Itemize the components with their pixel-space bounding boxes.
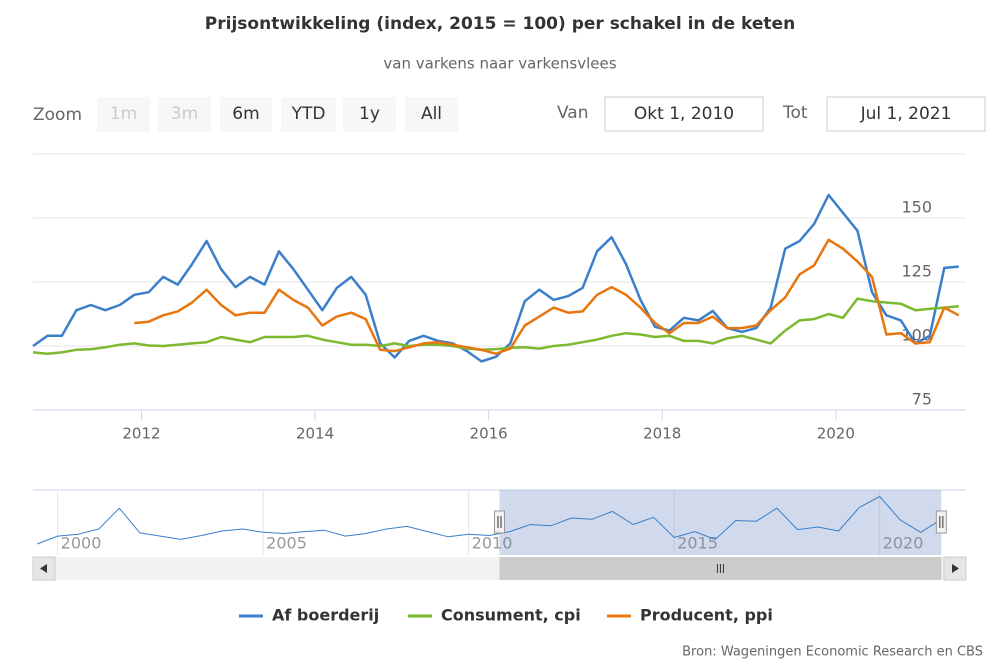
navigator-tick-label: 2005 bbox=[266, 534, 307, 553]
legend-label[interactable]: Producent, ppi bbox=[640, 606, 773, 625]
chart-title: Prijsontwikkeling (index, 2015 = 100) pe… bbox=[205, 14, 795, 34]
zoom-button[interactable] bbox=[405, 97, 458, 132]
zoom-button bbox=[97, 97, 150, 132]
zoom-button-label[interactable]: 1y bbox=[359, 104, 380, 124]
zoom-button-label[interactable]: YTD bbox=[291, 104, 326, 124]
navigator-handle[interactable] bbox=[494, 510, 505, 534]
zoom-label: Zoom bbox=[33, 105, 82, 125]
navigator-selection[interactable] bbox=[499, 490, 942, 555]
y-tick-label: 125 bbox=[901, 262, 932, 281]
to-label: Tot bbox=[782, 103, 808, 123]
to-value[interactable]: Jul 1, 2021 bbox=[860, 104, 952, 124]
chart-subtitle: van varkens naar varkensvlees bbox=[383, 55, 616, 73]
zoom-button[interactable] bbox=[281, 97, 336, 132]
legend-label[interactable]: Af boerderij bbox=[272, 606, 379, 625]
navigator-tick-label: 2015 bbox=[677, 534, 718, 553]
zoom-button-label[interactable]: All bbox=[421, 104, 442, 124]
zoom-button-label: 3m bbox=[171, 104, 198, 124]
to-input[interactable] bbox=[826, 96, 986, 132]
y-tick-label: 75 bbox=[912, 390, 932, 409]
series-line bbox=[32, 193, 959, 363]
zoom-button[interactable] bbox=[220, 97, 272, 132]
zoom-button-label: 1m bbox=[110, 104, 137, 124]
navigator-line bbox=[36, 496, 942, 545]
x-tick-label: 2012 bbox=[122, 425, 160, 443]
x-tick-label: 2014 bbox=[296, 425, 334, 443]
zoom-button[interactable] bbox=[343, 97, 396, 132]
from-value[interactable]: Okt 1, 2010 bbox=[634, 104, 734, 124]
from-input[interactable] bbox=[604, 96, 764, 132]
navigator-tick-label: 2020 bbox=[883, 534, 924, 553]
from-label: Van bbox=[557, 103, 589, 123]
series-line bbox=[32, 297, 959, 355]
navigator-tick-label: 2010 bbox=[472, 534, 513, 553]
x-tick-label: 2018 bbox=[643, 425, 681, 443]
series-line bbox=[134, 238, 960, 355]
scrollbar-right-arrow bbox=[952, 564, 959, 573]
navigator-tick-label: 2000 bbox=[61, 534, 102, 553]
zoom-button bbox=[158, 97, 211, 132]
navigator-handle[interactable] bbox=[935, 510, 947, 534]
y-tick-label: 150 bbox=[901, 198, 932, 217]
x-tick-label: 2020 bbox=[817, 425, 855, 443]
x-tick-label: 2016 bbox=[470, 425, 508, 443]
zoom-button-label[interactable]: 6m bbox=[232, 104, 259, 124]
legend-label[interactable]: Consument, cpi bbox=[441, 606, 581, 625]
scrollbar-left-arrow bbox=[40, 564, 47, 573]
credits: Bron: Wageningen Economic Research en CB… bbox=[682, 645, 983, 660]
